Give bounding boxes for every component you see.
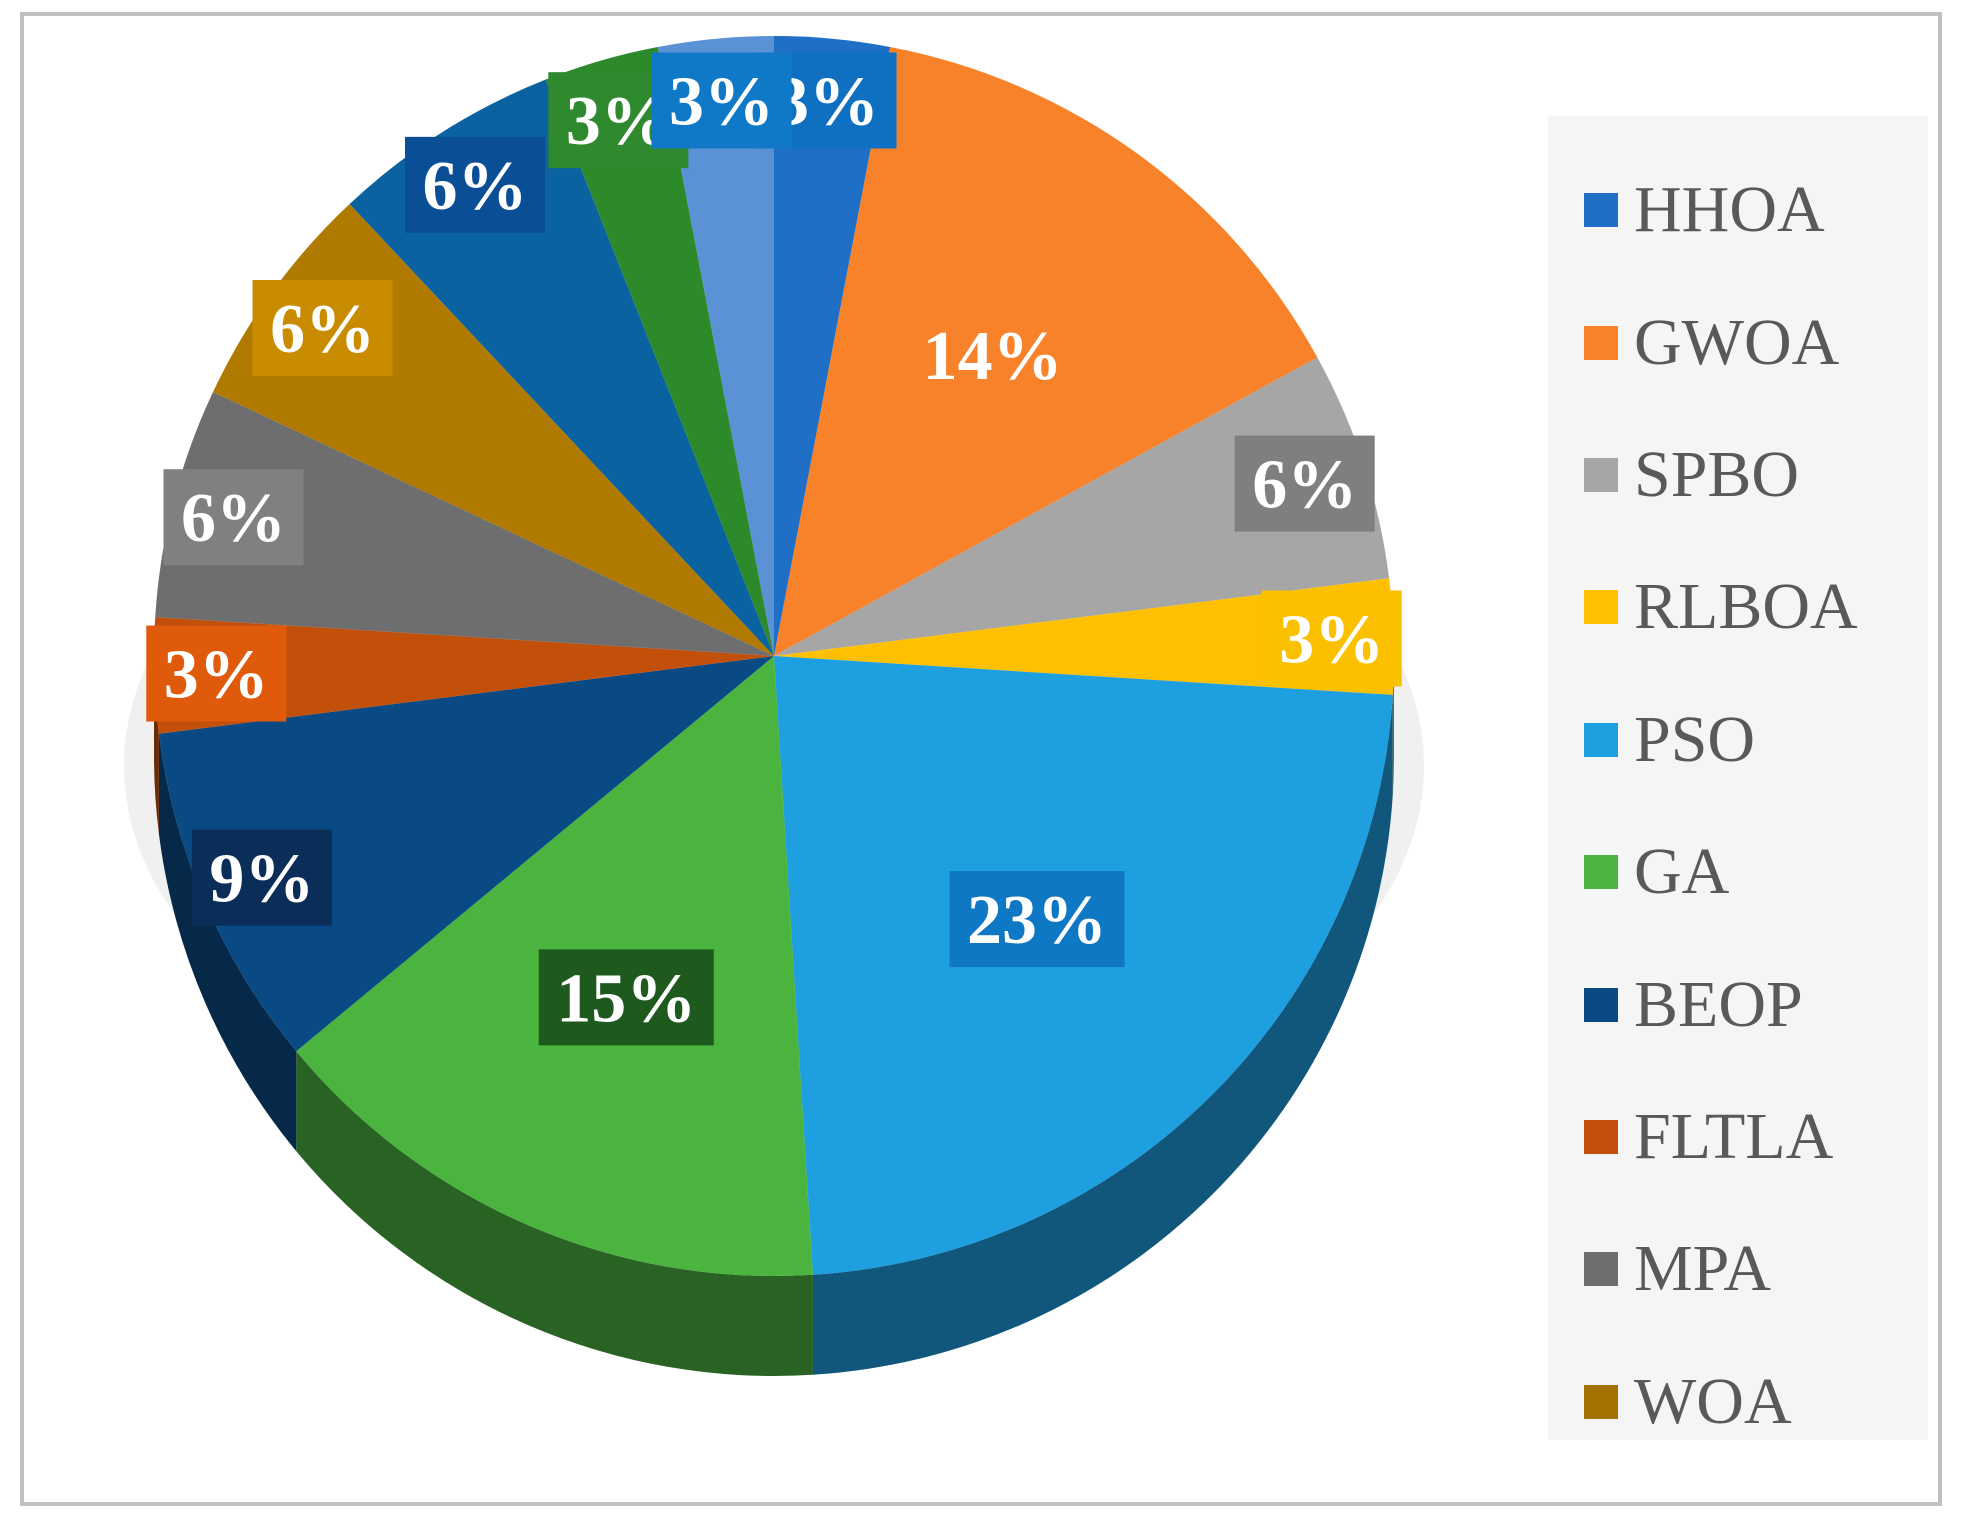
data-label-7: 3%: [146, 625, 287, 722]
legend-item-beop: BEOP: [1548, 938, 1928, 1070]
data-label-1: 14%: [905, 307, 1081, 404]
chart-frame: 3% 14% 6% 3% 23% 15% 9% 3% 6% 6% 6% 3% 3% HHOA GWOA …: [20, 12, 1942, 1506]
data-label-text: 23%: [967, 882, 1107, 959]
legend-item-ga: GA: [1548, 806, 1928, 938]
legend-label: GWOA: [1634, 305, 1840, 379]
legend-item-rlboa: RLBOA: [1548, 541, 1928, 673]
data-label-text: 3%: [669, 63, 774, 140]
legend-label: SPBO: [1634, 437, 1800, 511]
legend-swatch: [1584, 855, 1618, 890]
legend-swatch: [1584, 1119, 1618, 1154]
legend: HHOA GWOA SPBO RLBOA PSO GA BEOP FLTLA: [1548, 116, 1928, 1440]
data-label-text: 9%: [209, 841, 314, 918]
legend-label: FLTLA: [1634, 1099, 1834, 1173]
legend-swatch: [1584, 1252, 1618, 1287]
pie-side-6: [158, 733, 297, 1152]
pie-slice-fltla: [154, 617, 775, 734]
pie-slice-rlboa: [774, 578, 1394, 695]
legend-label: HHOA: [1634, 173, 1825, 247]
data-label-box: [1234, 435, 1375, 532]
data-label-box: [146, 625, 287, 722]
legend-label: WOA: [1634, 1364, 1792, 1438]
data-label-9: 6%: [252, 280, 393, 377]
legend-label: GA: [1634, 835, 1730, 909]
pie-slice-mpa: [155, 392, 774, 656]
pie-slice-unlabeled-12: [657, 36, 774, 656]
data-label-5: 15%: [538, 949, 714, 1046]
legend-item-spbo: SPBO: [1548, 409, 1928, 541]
data-label-text: 3%: [164, 637, 269, 714]
data-label-text: 3%: [1279, 601, 1384, 678]
data-label-text: 6%: [181, 480, 286, 557]
data-label-8: 6%: [163, 469, 304, 566]
data-label-6: 9%: [191, 829, 332, 926]
legend-swatch: [1584, 722, 1618, 757]
legend-label: RLBOA: [1634, 570, 1858, 644]
legend-item-fltla: FLTLA: [1548, 1071, 1928, 1203]
legend-item-pso: PSO: [1548, 674, 1928, 806]
pie-slice-beop: [158, 656, 774, 1052]
data-label-box: [905, 307, 1081, 404]
pie-side-3: [1392, 656, 1394, 795]
pie-side-4: [812, 694, 1393, 1375]
pie-slice-hhoa: [774, 36, 891, 656]
data-label-box: [949, 871, 1125, 968]
legend-swatch: [1584, 325, 1618, 360]
pie-slice-unlabeled-11: [545, 46, 774, 656]
legend-item-mpa: MPA: [1548, 1203, 1928, 1335]
data-label-text: 14%: [923, 318, 1063, 395]
legend-item-gwoa: GWOA: [1548, 276, 1928, 408]
data-label-12: 3%: [651, 52, 792, 149]
data-label-text: 15%: [556, 960, 696, 1037]
legend-item-woa: WOA: [1548, 1336, 1928, 1468]
pie-slice-spbo: [774, 357, 1390, 656]
legend-label: MPA: [1634, 1232, 1771, 1306]
data-label-box: [405, 136, 546, 233]
data-label-box: [651, 52, 792, 149]
data-label-box: [252, 280, 393, 377]
legend-label: PSO: [1634, 702, 1756, 776]
pie-side-5: [296, 1051, 813, 1376]
data-label-box: [1261, 590, 1402, 687]
data-label-box: [191, 829, 332, 926]
legend-item-hhoa: HHOA: [1548, 144, 1928, 276]
data-label-text: 6%: [270, 291, 375, 368]
legend-swatch: [1584, 590, 1618, 625]
data-label-3: 3%: [1261, 590, 1402, 687]
pie-chart: 3%14%6%3%23%15%9%3%6%6%6%3%3%: [124, 36, 1424, 1376]
data-label-4: 23%: [949, 871, 1125, 968]
legend-swatch: [1584, 457, 1618, 492]
data-label-box: [163, 469, 304, 566]
data-label-10: 6%: [405, 136, 546, 233]
legend-swatch: [1584, 1384, 1618, 1419]
legend-swatch: [1584, 193, 1618, 228]
legend-label: BEOP: [1634, 967, 1803, 1041]
data-label-box: [538, 949, 714, 1046]
legend-swatch: [1584, 987, 1618, 1022]
data-label-text: 3%: [774, 63, 879, 140]
data-label-text: 6%: [1252, 447, 1357, 524]
data-label-2: 6%: [1234, 435, 1375, 532]
data-label-text: 6%: [423, 148, 528, 225]
